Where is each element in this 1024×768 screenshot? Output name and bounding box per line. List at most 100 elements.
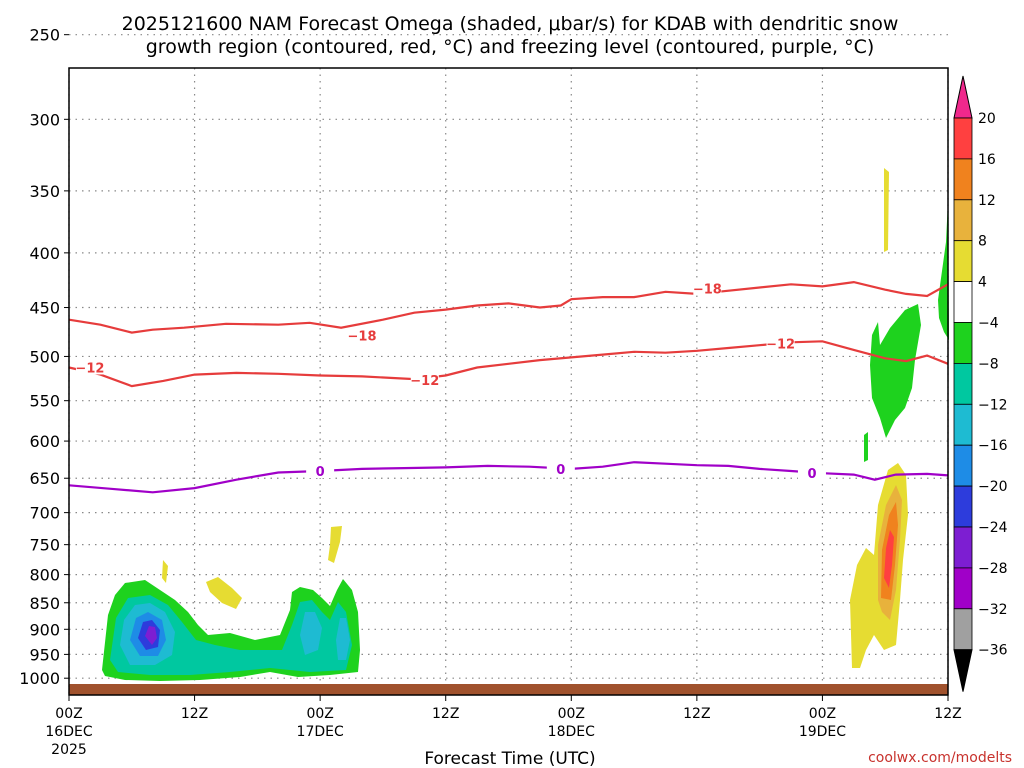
colorbar-band [953, 199, 973, 242]
colorbar-band-bottom [953, 649, 973, 692]
x-axis-title: Forecast Time (UTC) [424, 749, 595, 768]
colorbar-band [953, 117, 973, 160]
omega-region-green-sliver [864, 432, 868, 462]
colorbar-label: −28 [978, 561, 1008, 577]
colorbar-band [953, 567, 973, 610]
isoline-label: −18 [693, 283, 722, 298]
colorbar-band [953, 485, 973, 528]
isoline-label: −12 [766, 337, 795, 352]
colorbar-label: −20 [978, 479, 1008, 495]
omega-region-purple-core [145, 626, 157, 645]
isoline-label-bg [693, 280, 722, 296]
isoline-label: 0 [556, 463, 565, 478]
colorbar-band [953, 281, 973, 323]
colorbar-band [953, 158, 973, 201]
x-tick-label: 00Z [55, 706, 82, 722]
x-axis-ticks: 00Z 16DEC 2025 12Z 00Z 17DEC 12Z 00Z 18DEC 12Z 00Z… [45, 695, 962, 758]
terrain-band [69, 684, 948, 695]
colorbar-label: −8 [978, 356, 999, 372]
colorbar-band [953, 608, 973, 651]
colorbar-label: −24 [978, 520, 1008, 536]
y-tick-label: 700 [29, 504, 60, 523]
y-tick-label: 350 [29, 182, 60, 201]
x-tick-label: 12Z [432, 706, 459, 722]
x-tick-date: 18DEC [548, 724, 595, 740]
colorbar-band [953, 444, 973, 487]
y-tick-label: 800 [29, 566, 60, 585]
omega-region-yellow-small-3 [328, 526, 342, 563]
y-tick-label: 550 [29, 392, 60, 411]
colorbar-label: −12 [978, 397, 1008, 413]
y-tick-label: 850 [29, 594, 60, 613]
x-tick-label: 12Z [683, 706, 710, 722]
colorbar-band [953, 403, 973, 446]
x-tick-label: 12Z [181, 706, 208, 722]
isoline-label-bg [306, 463, 335, 479]
colorbar-band [953, 240, 973, 282]
isoline-label: 0 [807, 467, 816, 482]
x-tick-label: 00Z [558, 706, 585, 722]
omega-region-yellow-small-2 [206, 577, 242, 609]
y-tick-label: 500 [29, 347, 60, 366]
colorbar-label: −32 [978, 602, 1008, 618]
y-tick-label: 600 [29, 432, 60, 451]
x-tick-label: 00Z [809, 706, 836, 722]
y-tick-label: 1000 [19, 669, 60, 688]
colorbar-label: 8 [978, 234, 987, 250]
watermark: coolwx.com/modelts [868, 750, 1012, 766]
y-tick-label: 650 [29, 469, 60, 488]
x-tick-label: 00Z [306, 706, 333, 722]
y-tick-label: 750 [29, 536, 60, 555]
x-tick-date: 16DEC [45, 724, 92, 740]
y-tick-label: 900 [29, 620, 60, 639]
colorbar-label: 4 [978, 275, 987, 291]
colorbar-band [953, 362, 973, 405]
x-tick-year: 2025 [51, 742, 87, 758]
isoline-label: −18 [348, 330, 377, 345]
omega-region-green-far-right [938, 200, 949, 340]
isoline-label-bg [797, 465, 826, 481]
omega-region-yellow-upper [884, 168, 889, 252]
y-axis-ticks: 250 300 350 400 450 500 550 600 650 700 750 800 850 9… [19, 26, 69, 688]
omega-region-yellow-small-1 [162, 560, 168, 583]
colorbar-label: 16 [978, 152, 996, 168]
isoline-1 [68, 340, 949, 388]
x-tick-date: 17DEC [297, 724, 344, 740]
colorbar-label: 12 [978, 193, 996, 209]
omega-region-cyan-right [336, 618, 350, 660]
y-tick-label: 950 [29, 645, 60, 664]
isoline-label-bg [75, 359, 104, 375]
colorbar-label: −36 [978, 643, 1008, 659]
colorbar-label: 20 [978, 111, 996, 127]
colorbar-label: −16 [978, 438, 1008, 454]
isoline-label-bg [348, 327, 376, 343]
omega-region-cyan-mid [300, 612, 322, 655]
colorbar-band [953, 322, 973, 364]
omega-region-red-right [884, 530, 894, 588]
x-tick-label: 12Z [934, 706, 961, 722]
isoline-2 [68, 461, 949, 494]
y-tick-label: 450 [29, 299, 60, 318]
isoline-label-bg [410, 371, 439, 387]
y-tick-label: 400 [29, 244, 60, 263]
omega-shading [102, 168, 949, 681]
x-tick-date: 19DEC [799, 724, 846, 740]
plot-area [69, 68, 948, 695]
colorbar-label: −4 [978, 316, 999, 332]
chart-title-line-2: growth region (contoured, red, °C) and f… [146, 36, 875, 58]
isoline-label-bg [546, 460, 575, 476]
colorbar-band [953, 526, 973, 569]
isolines: −18 −18 −12 −12 −12 0 0 0 [68, 280, 949, 494]
isoline-label-bg [766, 335, 795, 351]
omega-region-green-upper-right [870, 304, 921, 438]
isoline-0 [68, 280, 949, 334]
colorbar: 20 16 12 8 4 −4 −8 −12 −16 −20 −24 −28 −32 −36 [953, 75, 1008, 692]
isoline-label: 0 [316, 465, 325, 480]
colorbar-band-top [953, 75, 973, 119]
y-tick-label: 250 [29, 26, 60, 45]
isoline-label: −12 [410, 374, 439, 389]
chart-title-line-1: 2025121600 NAM Forecast Omega (shaded, μ… [122, 13, 899, 35]
y-tick-label: 300 [29, 110, 60, 129]
isoline-label: −12 [75, 361, 104, 376]
